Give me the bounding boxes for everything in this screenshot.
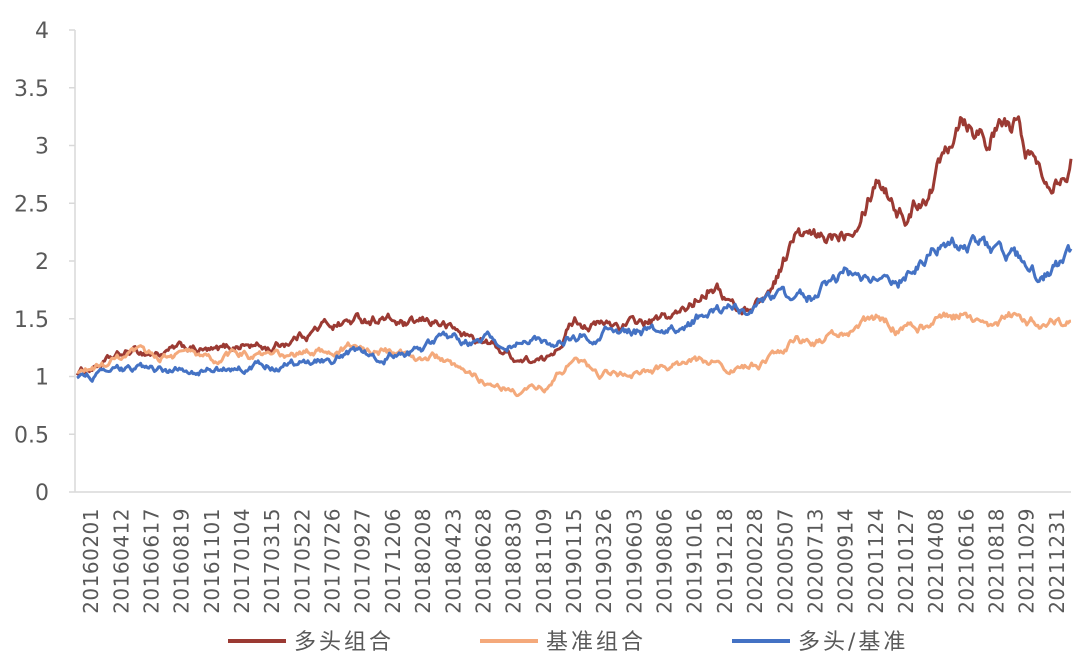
y-tick-label: 3 (35, 135, 49, 160)
y-tick-label: 3.5 (14, 77, 49, 102)
y-axis-ticks: 0 0.5 1 1.5 2 2.5 3 3.5 4 (14, 19, 75, 506)
series-lines (75, 115, 1073, 398)
x-tick-label: 20181109 (532, 508, 556, 614)
legend: 多头组合 基准组合 多头/基准 (228, 630, 908, 655)
x-tick-label: 20210616 (954, 508, 978, 614)
x-tick-label: 20171206 (381, 508, 405, 614)
legend-label: 多头组合 (294, 630, 394, 655)
x-axis-ticks: 20160201 20160412 20160617 20160819 20161101… (79, 508, 1069, 614)
x-tick-label: 20160201 (79, 508, 103, 614)
y-tick-label: 1.5 (14, 308, 49, 333)
series-line-1 (76, 311, 1072, 398)
x-tick-label: 20180628 (471, 508, 495, 614)
x-tick-label: 20190326 (592, 508, 616, 614)
y-tick-label: 0 (35, 481, 49, 506)
x-tick-label: 20160617 (139, 508, 163, 614)
x-tick-label: 20201124 (864, 508, 888, 614)
series-line-0 (75, 115, 1073, 377)
x-tick-label: 20211231 (1045, 508, 1069, 614)
x-tick-label: 20170315 (260, 508, 284, 614)
y-tick-label: 0.5 (14, 423, 49, 448)
y-tick-label: 2 (35, 250, 49, 275)
x-tick-label: 20191218 (713, 508, 737, 614)
x-tick-label: 20170522 (290, 508, 314, 614)
x-tick-label: 20190603 (622, 508, 646, 614)
y-tick-label: 2.5 (14, 192, 49, 217)
x-tick-label: 20170726 (321, 508, 345, 614)
legend-label: 多头/基准 (798, 630, 908, 655)
legend-label: 基准组合 (546, 630, 646, 655)
x-tick-label: 20180423 (441, 508, 465, 614)
x-tick-label: 20180830 (502, 508, 526, 614)
y-tick-label: 4 (35, 19, 49, 44)
x-tick-label: 20160412 (109, 508, 133, 614)
x-tick-label: 20200507 (773, 508, 797, 614)
x-tick-label: 20210127 (894, 508, 918, 614)
x-tick-label: 20200914 (834, 508, 858, 614)
x-tick-label: 20180208 (411, 508, 435, 614)
x-tick-label: 20190806 (653, 508, 677, 614)
x-tick-label: 20210818 (985, 508, 1009, 614)
x-tick-label: 20211029 (1015, 508, 1039, 614)
x-tick-label: 20191016 (683, 508, 707, 614)
x-tick-label: 20210408 (924, 508, 948, 614)
series-line-2 (76, 234, 1073, 383)
x-tick-label: 20200228 (743, 508, 767, 614)
x-tick-label: 20161101 (200, 508, 224, 614)
x-tick-label: 20190115 (562, 508, 586, 614)
x-tick-label: 20160819 (170, 508, 194, 614)
x-tick-label: 20170927 (351, 508, 375, 614)
x-tick-label: 20200713 (803, 508, 827, 614)
x-tick-label: 20170104 (230, 508, 254, 614)
y-tick-label: 1 (35, 366, 49, 391)
